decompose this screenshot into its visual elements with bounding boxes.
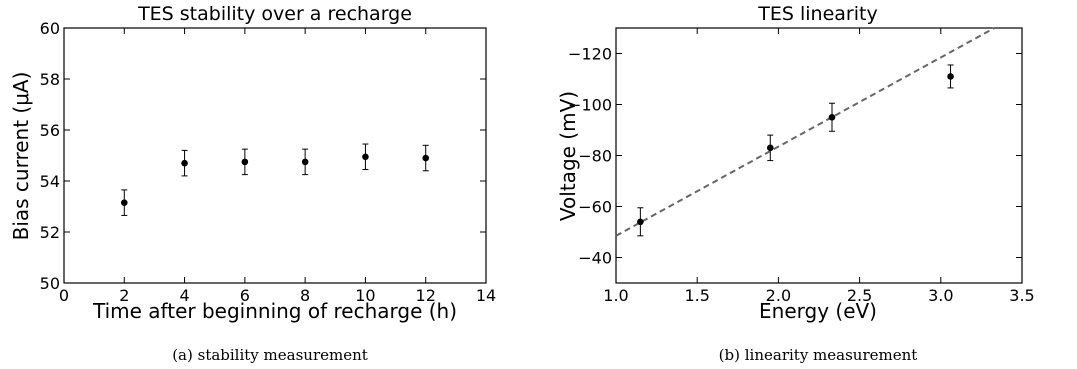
- chart-b-fit-line: [615, 27, 995, 237]
- y-tick-label: −100: [568, 96, 612, 115]
- chart-b-points: [637, 64, 954, 237]
- data-point: [828, 102, 836, 132]
- data-point: [241, 148, 249, 176]
- x-tick-label: 0: [59, 286, 69, 305]
- chart-b-caption: (b) linearity measurement: [719, 346, 918, 364]
- marker: [828, 113, 836, 121]
- data-point: [301, 148, 309, 176]
- x-tick-label: 6: [240, 286, 250, 305]
- marker: [362, 153, 369, 161]
- data-point: [422, 144, 430, 172]
- x-tick-label: 10: [355, 286, 375, 305]
- data-point: [362, 143, 369, 171]
- y-tick-label: −80: [578, 147, 612, 166]
- data-point: [766, 134, 774, 162]
- x-tick-label: 1.5: [684, 286, 709, 305]
- data-point: [637, 207, 644, 237]
- chart-a-xlabel: Time after beginning of recharge (h): [92, 299, 457, 323]
- x-tick-label: 3.5: [1009, 286, 1034, 305]
- chart-b-ylabel: Voltage (mV): [556, 91, 580, 221]
- x-tick-label: 14: [476, 286, 496, 305]
- y-tick-label: 60: [40, 19, 60, 38]
- x-tick-label: 2.0: [766, 286, 791, 305]
- y-tick-label: 52: [40, 223, 60, 242]
- marker: [181, 159, 188, 167]
- y-tick-label: −60: [578, 198, 612, 217]
- y-tick-label: −120: [568, 45, 612, 64]
- y-tick-label: 54: [40, 172, 60, 191]
- chart-a-points: [120, 143, 430, 216]
- chart-b-ticks: 1.0 1.5 2.0 2.5 3.0 3.5 −40 −60 −80 −100 −120: [568, 28, 1035, 305]
- marker: [120, 199, 128, 206]
- x-tick-label: 3.0: [928, 286, 953, 305]
- chart-a-ticks: 0 2 4 6 8 10 12 14 50 52 54 56 58 60: [40, 19, 497, 305]
- chart-a-caption: (a) stability measurement: [172, 346, 368, 364]
- marker: [301, 158, 309, 166]
- x-tick-label: 2.5: [847, 286, 872, 305]
- chart-b-xlabel: Energy (eV): [759, 299, 877, 323]
- marker: [766, 144, 774, 152]
- marker: [637, 218, 644, 226]
- x-tick-label: 4: [179, 286, 189, 305]
- y-tick-label: 58: [40, 70, 60, 89]
- data-point: [947, 64, 954, 89]
- chart-b-title: TES linearity: [757, 3, 877, 25]
- chart-a-ylabel: Bias current (μA): [9, 72, 33, 241]
- chart-a: TES stability over a recharge 0 2 4 6 8 10 12 1…: [9, 3, 496, 364]
- x-tick-label: 2: [119, 286, 129, 305]
- chart-a-plot-area: [63, 27, 487, 284]
- y-tick-label: 56: [40, 121, 60, 140]
- data-point: [181, 149, 188, 177]
- x-tick-label: 1.0: [603, 286, 628, 305]
- x-tick-label: 12: [416, 286, 436, 305]
- chart-a-title: TES stability over a recharge: [137, 3, 412, 25]
- marker: [947, 73, 954, 80]
- x-tick-label: 8: [300, 286, 310, 305]
- marker: [241, 158, 249, 166]
- y-tick-label: 50: [40, 274, 60, 293]
- y-tick-label: −40: [578, 249, 612, 268]
- chart-b: TES linearity 1.0 1.5 2.0 2.5 3.0 3.5 −40 −60 −8…: [556, 3, 1035, 364]
- data-point: [120, 189, 128, 216]
- chart-b-plot-area: [615, 27, 1023, 284]
- marker: [422, 154, 430, 162]
